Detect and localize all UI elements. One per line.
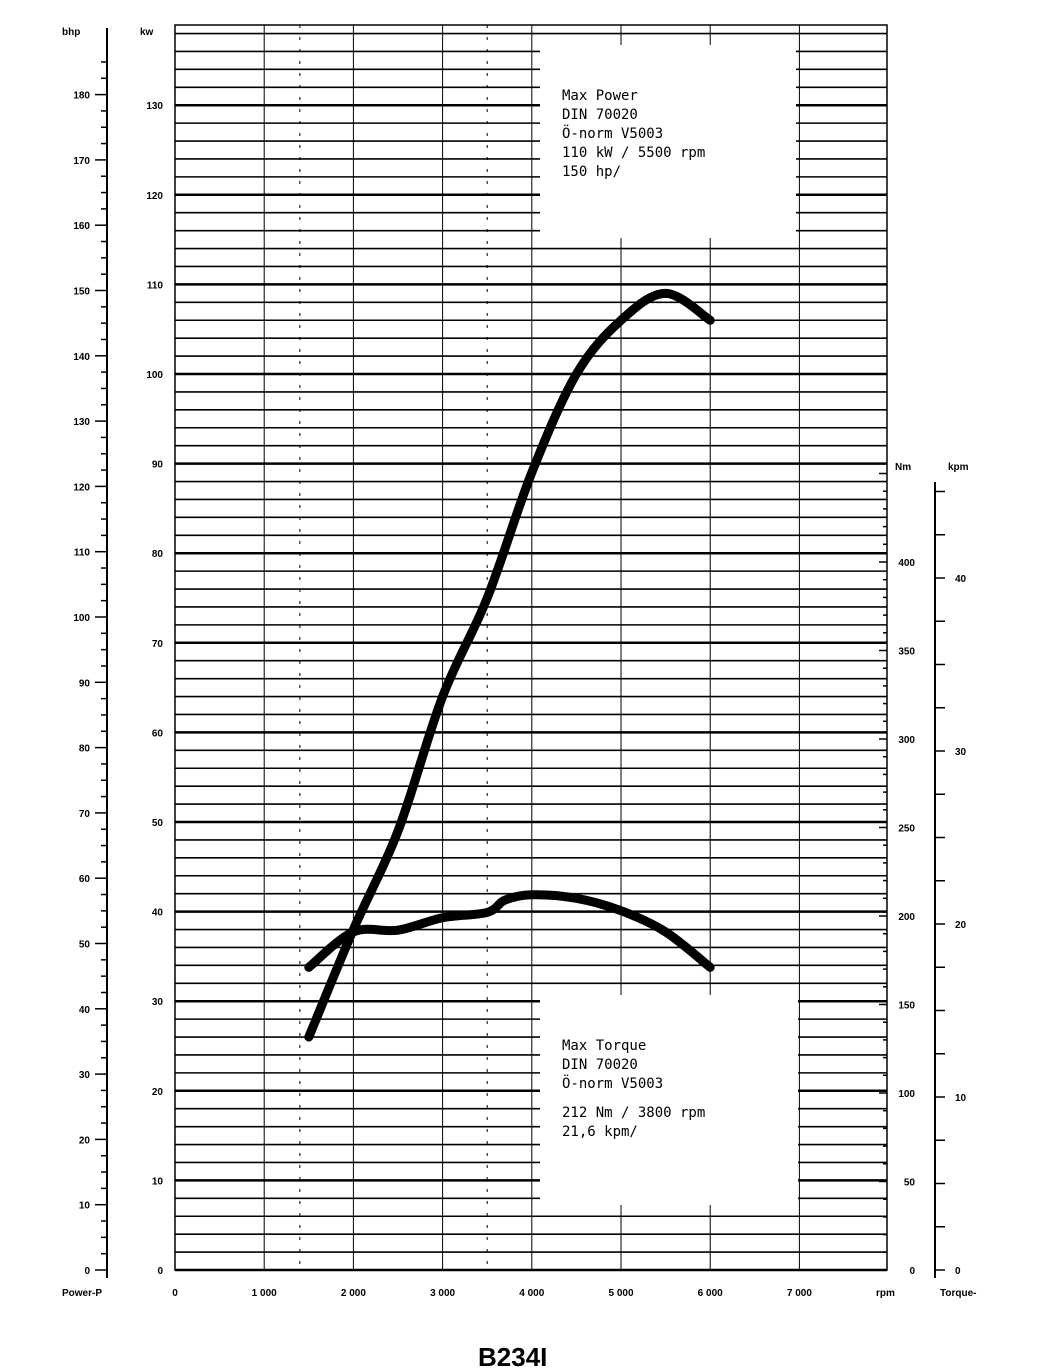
nm-tick-label: 200 bbox=[898, 912, 915, 923]
power-point bbox=[709, 319, 711, 321]
torque-point bbox=[352, 931, 354, 933]
nm-tick-label: 350 bbox=[898, 647, 915, 658]
kw-tick-label: 20 bbox=[152, 1087, 164, 1098]
x-tick-label: 4 000 bbox=[519, 1288, 544, 1299]
torque-annotation-line: 21,6 kpm/ bbox=[562, 1124, 638, 1140]
kpm-tick-label: 30 bbox=[955, 747, 967, 758]
bhp-tick-label: 90 bbox=[79, 678, 91, 689]
kpm-tick-label: 0 bbox=[955, 1266, 961, 1277]
torque-point bbox=[308, 966, 310, 968]
bhp-tick-label: 140 bbox=[73, 352, 90, 363]
torque-point bbox=[486, 911, 488, 913]
bhp-tick-label: 100 bbox=[73, 613, 90, 624]
torque-point bbox=[620, 910, 622, 912]
bhp-tick-label: 60 bbox=[79, 874, 91, 885]
power-point bbox=[397, 830, 399, 832]
torque-annotation-line: Ö-norm V5003 bbox=[562, 1074, 663, 1092]
kw-axis-label: kw bbox=[140, 27, 154, 38]
x-tick-label: 3 000 bbox=[430, 1288, 455, 1299]
x-tick-label: 1 000 bbox=[252, 1288, 277, 1299]
kw-tick-label: 120 bbox=[146, 191, 163, 202]
nm-axis-label: Nm bbox=[895, 462, 911, 473]
power-point bbox=[442, 696, 444, 698]
bhp-tick-label: 40 bbox=[79, 1005, 91, 1016]
kw-tick-label: 30 bbox=[152, 997, 164, 1008]
power-point bbox=[308, 1036, 310, 1038]
power-annotation: Max Power DIN 70020 Ö-norm V5003 110 kW … bbox=[540, 45, 796, 238]
x-tick-label: 6 000 bbox=[698, 1288, 723, 1299]
nm-tick-label: 50 bbox=[904, 1178, 916, 1189]
bhp-tick-label: 150 bbox=[73, 287, 90, 298]
bhp-tick-label: 10 bbox=[79, 1201, 91, 1212]
nm-tick-label: 250 bbox=[898, 824, 915, 835]
nm-tick-label: 400 bbox=[898, 558, 915, 569]
torque-point bbox=[575, 897, 577, 899]
kw-tick-label: 110 bbox=[147, 280, 164, 291]
torque-point bbox=[665, 931, 667, 933]
kpm-axis-label: kpm bbox=[948, 462, 969, 473]
power-annotation-line: 110 kW / 5500 rpm bbox=[562, 145, 705, 161]
kw-tick-label: 70 bbox=[152, 639, 164, 650]
power-annotation-line: 150 hp/ bbox=[562, 164, 621, 180]
bhp-tick-label: 30 bbox=[79, 1070, 91, 1081]
kpm-tick-label: 40 bbox=[955, 574, 967, 585]
bhp-tick-label: 160 bbox=[73, 221, 90, 232]
torque-point bbox=[442, 917, 444, 919]
torque-annotation-line: DIN 70020 bbox=[562, 1057, 638, 1073]
kw-tick-label: 60 bbox=[152, 728, 164, 739]
axes: 0 1 000 2 000 3 000 4 000 5 000 6 000 7 000 0 10 2… bbox=[73, 28, 967, 1299]
torque-point bbox=[709, 966, 711, 968]
bhp-tick-label: 170 bbox=[73, 156, 90, 167]
kw-tick-label: 80 bbox=[152, 549, 164, 560]
bhp-tick-label: 130 bbox=[73, 417, 90, 428]
kw-tick-label: 100 bbox=[146, 370, 163, 381]
bhp-tick-label: 0 bbox=[84, 1266, 90, 1277]
power-curve bbox=[304, 288, 715, 1042]
torque-annotation: Max Torque DIN 70020 Ö-norm V5003 212 Nm… bbox=[540, 995, 798, 1205]
bhp-tick-label: 50 bbox=[79, 940, 91, 951]
bhp-tick-label: 80 bbox=[79, 744, 91, 755]
power-annotation-line: Max Power bbox=[562, 88, 638, 104]
power-caption: Power-P bbox=[62, 1288, 102, 1299]
kpm-tick-label: 10 bbox=[955, 1093, 967, 1104]
x-axis-label: rpm bbox=[876, 1288, 895, 1299]
power-annotation-line: DIN 70020 bbox=[562, 107, 638, 123]
power-point bbox=[620, 319, 622, 321]
bhp-tick-label: 180 bbox=[73, 91, 90, 102]
power-point bbox=[531, 472, 533, 474]
torque-annotation-line: Max Torque bbox=[562, 1038, 646, 1054]
kw-tick-label: 0 bbox=[157, 1266, 163, 1277]
torque-point bbox=[504, 899, 506, 901]
power-point bbox=[486, 597, 488, 599]
kw-tick-label: 130 bbox=[146, 101, 163, 112]
bhp-axis-label: bhp bbox=[62, 27, 80, 38]
kw-tick-label: 50 bbox=[152, 818, 164, 829]
kw-tick-label: 10 bbox=[152, 1176, 164, 1187]
bhp-tick-label: 110 bbox=[74, 548, 91, 559]
curves bbox=[304, 288, 715, 1042]
nm-tick-label: 100 bbox=[898, 1089, 915, 1100]
x-tick-label: 7 000 bbox=[787, 1288, 812, 1299]
kpm-tick-label: 20 bbox=[955, 920, 967, 931]
torque-caption: Torque- bbox=[940, 1288, 976, 1299]
nm-tick-label: 150 bbox=[898, 1001, 915, 1012]
torque-point bbox=[531, 894, 533, 896]
x-tick-label: 2 000 bbox=[341, 1288, 366, 1299]
bhp-tick-label: 70 bbox=[79, 809, 91, 820]
power-point bbox=[665, 292, 667, 294]
torque-point bbox=[397, 929, 399, 931]
kw-tick-label: 90 bbox=[152, 460, 164, 471]
bhp-tick-label: 20 bbox=[79, 1135, 91, 1146]
kw-tick-label: 40 bbox=[152, 908, 164, 919]
x-tick-label: 5 000 bbox=[608, 1288, 633, 1299]
torque-annotation-line: 212 Nm / 3800 rpm bbox=[562, 1105, 705, 1121]
nm-tick-label: 300 bbox=[898, 735, 915, 746]
chart-title: B234I bbox=[478, 1342, 547, 1372]
x-tick-label: 0 bbox=[172, 1288, 178, 1299]
bhp-tick-label: 120 bbox=[73, 482, 90, 493]
power-point bbox=[575, 373, 577, 375]
nm-tick-label: 0 bbox=[909, 1266, 915, 1277]
power-annotation-line: Ö-norm V5003 bbox=[562, 124, 663, 142]
